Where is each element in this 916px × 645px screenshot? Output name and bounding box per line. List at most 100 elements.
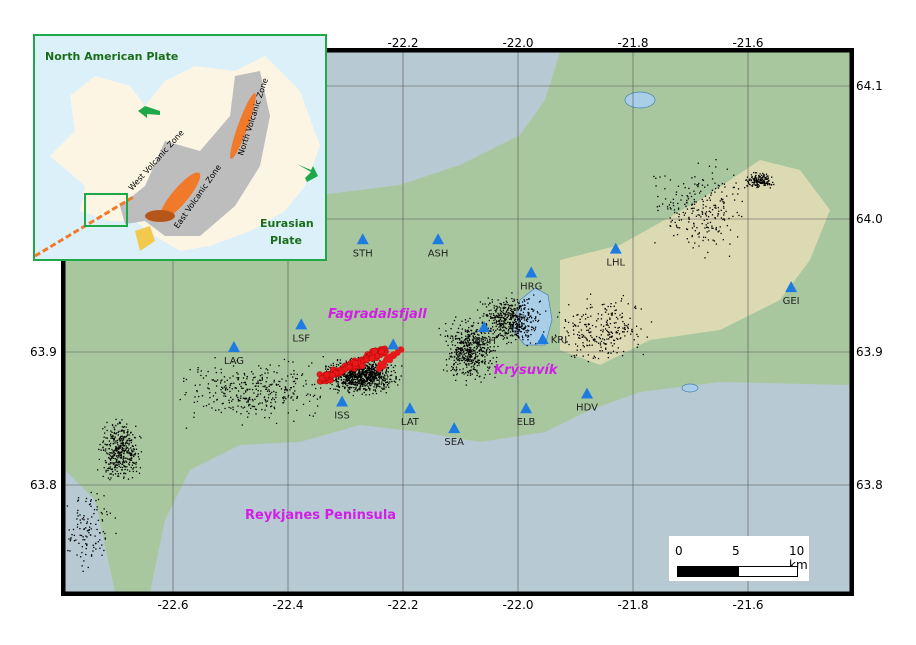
- earthquake-dot: [478, 337, 481, 339]
- earthquake-dot: [761, 176, 763, 179]
- earthquake-dot: [453, 359, 455, 362]
- earthquake-dot: [252, 373, 254, 375]
- earthquake-dot: [504, 332, 506, 334]
- earthquake-dot: [348, 373, 351, 375]
- earthquake-dot: [457, 346, 459, 349]
- earthquake-dot: [122, 439, 124, 441]
- earthquake-dot: [109, 457, 111, 460]
- earthquake-dot: [243, 374, 246, 376]
- station-triangle-icon[interactable]: [448, 422, 461, 434]
- earthquake-dot: [112, 474, 114, 476]
- earthquake-dot: [121, 450, 124, 452]
- station-triangle-icon[interactable]: [478, 321, 491, 333]
- earthquake-dot: [79, 514, 81, 516]
- earthquake-dot: [473, 347, 475, 349]
- earthquake-dot: [123, 476, 125, 478]
- earthquake-dot: [706, 226, 708, 229]
- earthquake-dot: [109, 455, 112, 457]
- earthquake-dot: [765, 177, 767, 179]
- earthquake-dot: [371, 368, 373, 370]
- earthquake-dot: [119, 436, 121, 439]
- earthquake-dot: [493, 307, 495, 309]
- earthquake-dot: [497, 316, 499, 318]
- earthquake-dot: [367, 385, 369, 387]
- earthquake-dot: [370, 380, 372, 382]
- lat-tick-left: 63.9: [30, 345, 57, 359]
- station-triangle-icon[interactable]: [609, 242, 622, 254]
- earthquake-dot: [521, 325, 523, 327]
- earthquake-dot: [360, 380, 363, 382]
- earthquake-dot: [487, 315, 489, 317]
- station-triangle-icon[interactable]: [403, 402, 416, 414]
- station-triangle-icon[interactable]: [536, 333, 549, 345]
- earthquake-dot: [766, 178, 768, 180]
- earthquake-dot: [354, 380, 357, 383]
- earthquake-dot: [459, 324, 461, 326]
- earthquake-dot: [568, 304, 570, 306]
- earthquake-dot: [691, 227, 694, 229]
- earthquake-dot: [109, 459, 112, 461]
- earthquake-dot: [122, 437, 124, 439]
- earthquake-dot: [386, 378, 388, 380]
- earthquake-dot: [753, 182, 755, 184]
- earthquake-dot: [750, 178, 752, 181]
- station-triangle-icon[interactable]: [525, 266, 538, 278]
- earthquake-dot: [370, 374, 373, 376]
- earthquake-dot: [502, 307, 504, 309]
- earthquake-dot: [614, 312, 616, 315]
- earthquake-dot: [383, 376, 385, 379]
- earthquake-dot: [457, 347, 460, 349]
- earthquake-dot: [96, 509, 98, 511]
- earthquake-dot: [473, 332, 475, 334]
- earthquake-dot: [106, 452, 108, 454]
- earthquake-dot: [480, 354, 483, 356]
- earthquake-dot: [293, 380, 296, 382]
- station-triangle-icon[interactable]: [227, 341, 240, 353]
- lon-tick-top: -21.6: [732, 36, 763, 50]
- lon-tick-bottom: -22.6: [157, 598, 188, 612]
- station-triangle-icon[interactable]: [785, 281, 798, 293]
- earthquake-dot: [465, 359, 467, 361]
- station-triangle-icon[interactable]: [356, 233, 369, 245]
- earthquake-dot: [487, 304, 490, 306]
- label-plate: Plate: [270, 234, 302, 247]
- earthquake-dot: [129, 452, 131, 454]
- station-triangle-icon[interactable]: [581, 387, 593, 399]
- earthquake-dot: [473, 337, 475, 339]
- earthquake-dot: [532, 310, 534, 312]
- earthquake-dot: [111, 431, 113, 434]
- earthquake-dot: [510, 316, 512, 318]
- earthquake-dot: [220, 411, 222, 414]
- earthquake-dot: [487, 369, 489, 372]
- station-triangle-icon[interactable]: [520, 402, 533, 414]
- earthquake-dot: [112, 435, 114, 438]
- earthquake-dot: [216, 398, 218, 401]
- earthquake-dot: [448, 358, 450, 360]
- earthquake-dot: [344, 375, 346, 377]
- station-triangle-icon[interactable]: [387, 338, 400, 350]
- earthquake-dot: [676, 233, 679, 236]
- earthquake-dot: [72, 528, 75, 531]
- station-triangle-icon[interactable]: [295, 318, 308, 330]
- earthquake-dot: [486, 354, 488, 356]
- earthquake-dot: [480, 338, 482, 340]
- earthquake-dot: [637, 335, 639, 338]
- earthquake-dot: [197, 369, 199, 371]
- earthquake-dot: [460, 349, 462, 351]
- station-triangle-icon[interactable]: [336, 395, 349, 407]
- earthquake-dot: [356, 381, 359, 384]
- earthquake-dot: [367, 376, 369, 378]
- earthquake-dot: [468, 344, 470, 346]
- station-triangle-icon[interactable]: [432, 233, 445, 245]
- earthquake-dot: [121, 435, 123, 437]
- earthquake-dot: [494, 309, 496, 311]
- earthquake-dot: [364, 366, 366, 369]
- earthquake-dot: [214, 357, 216, 359]
- station-label: LAT: [401, 417, 420, 428]
- earthquake-dot: [585, 326, 588, 328]
- earthquake-dot: [379, 360, 381, 362]
- earthquake-dot: [495, 308, 498, 311]
- earthquake-dot: [667, 208, 669, 210]
- earthquake-dot: [461, 336, 463, 339]
- earthquake-dot: [118, 460, 120, 463]
